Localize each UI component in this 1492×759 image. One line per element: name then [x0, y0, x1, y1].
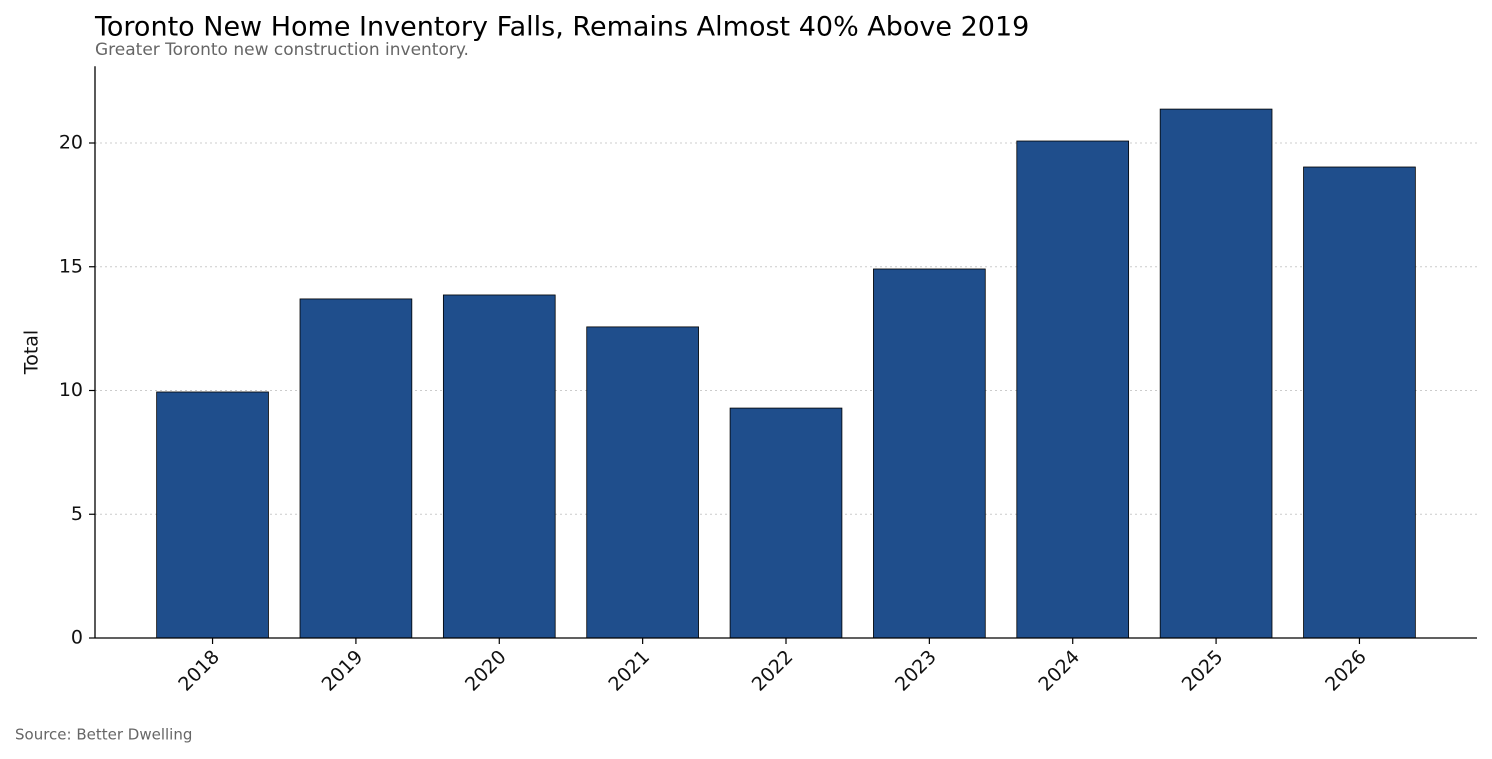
x-tick-label: 2026 — [1321, 646, 1371, 696]
source-note: Source: Better Dwelling — [15, 726, 192, 744]
x-tick-label: 2021 — [604, 646, 654, 696]
bar — [442, 294, 556, 639]
chart-title: Toronto New Home Inventory Falls, Remain… — [94, 12, 1029, 43]
x-tick-label: 2025 — [1178, 646, 1228, 696]
y-tick-label: 10 — [59, 379, 83, 401]
x-tick-label: 2024 — [1034, 646, 1084, 696]
chart-subtitle: Greater Toronto new construction invento… — [95, 40, 469, 60]
y-axis-label: Total — [21, 330, 43, 375]
bar — [299, 298, 413, 639]
x-tick-label: 2020 — [461, 646, 511, 696]
bar — [729, 407, 843, 639]
bar — [1303, 166, 1416, 639]
y-tick-label: 0 — [71, 627, 83, 649]
y-tick-label: 15 — [59, 255, 83, 277]
bar — [873, 268, 986, 639]
bar — [156, 391, 269, 639]
x-tick-label: 2023 — [891, 646, 941, 696]
bar — [1016, 140, 1130, 639]
x-tick-label: 2019 — [318, 646, 368, 696]
bar — [1159, 108, 1273, 639]
y-tick-label: 5 — [71, 503, 83, 525]
x-tick-label: 2022 — [748, 646, 798, 696]
x-tick-label: 2018 — [174, 646, 224, 696]
bar — [586, 326, 699, 639]
y-tick-label: 20 — [59, 132, 83, 154]
